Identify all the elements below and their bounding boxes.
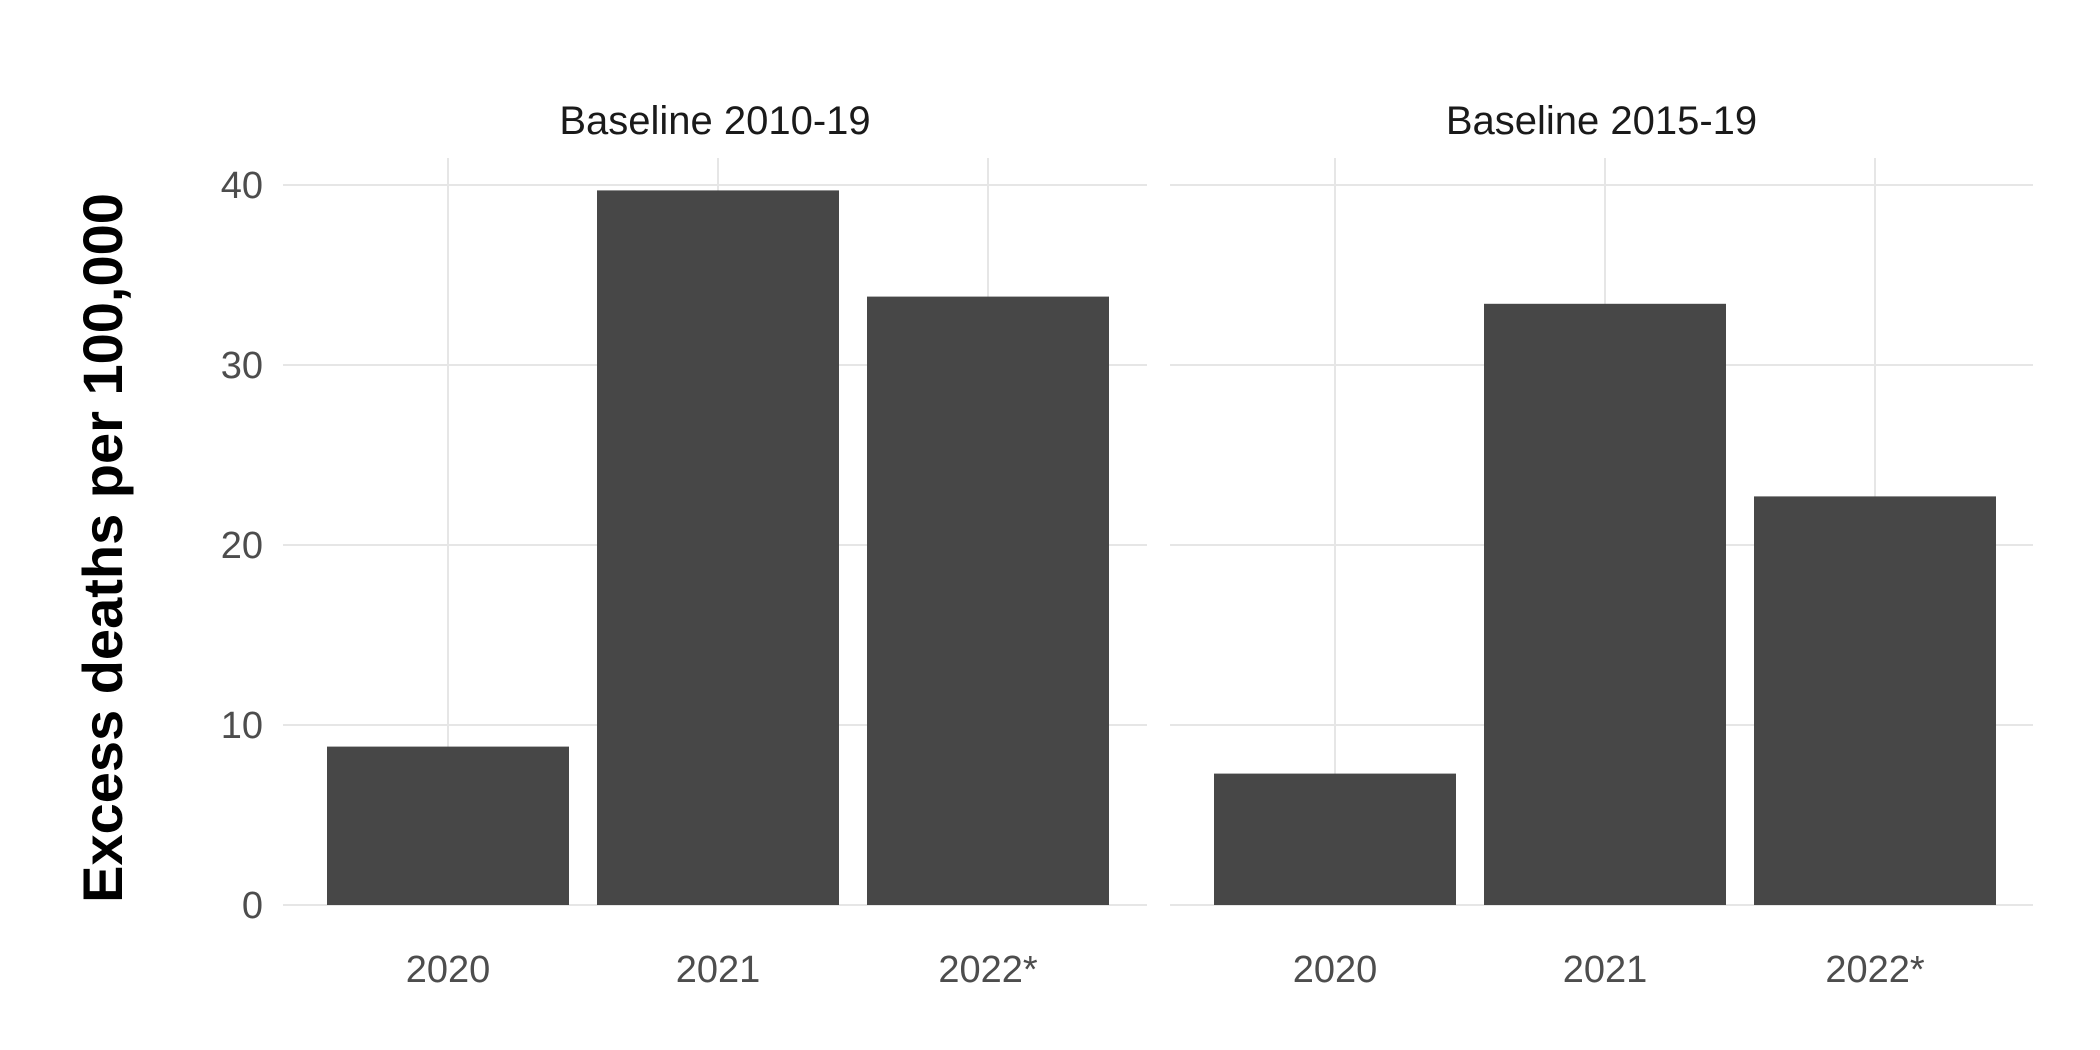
bar-2021	[1484, 303, 1726, 905]
x-tick-label: 2020	[406, 949, 491, 991]
bar-2022	[1754, 496, 1996, 905]
y-axis-title: Excess deaths per 100,000	[71, 193, 134, 903]
x-tick-label: 2022*	[938, 949, 1038, 991]
x-tick-label: 2021	[676, 949, 761, 991]
x-tick-label: 2022*	[1825, 949, 1925, 991]
bar-2020	[1214, 773, 1456, 905]
x-tick-label: 2021	[1563, 949, 1648, 991]
panel-title: Baseline 2010-19	[559, 99, 870, 143]
y-tick-label: 20	[221, 525, 263, 567]
y-tick-label: 10	[221, 705, 263, 747]
bar-2022	[867, 296, 1109, 906]
y-tick-label: 0	[242, 885, 263, 927]
panel-1: 2020 2021 2022* Baseline 2010-19	[283, 99, 1147, 991]
bar-2020	[327, 746, 569, 905]
bar-2021	[597, 190, 839, 905]
y-tick-label: 30	[221, 345, 263, 387]
x-tick-label: 2020	[1293, 949, 1378, 991]
panel-title: Baseline 2015-19	[1446, 99, 1757, 143]
panel-2: 2020 2021 2022* Baseline 2015-19	[1170, 99, 2033, 991]
y-tick-label: 40	[221, 165, 263, 207]
